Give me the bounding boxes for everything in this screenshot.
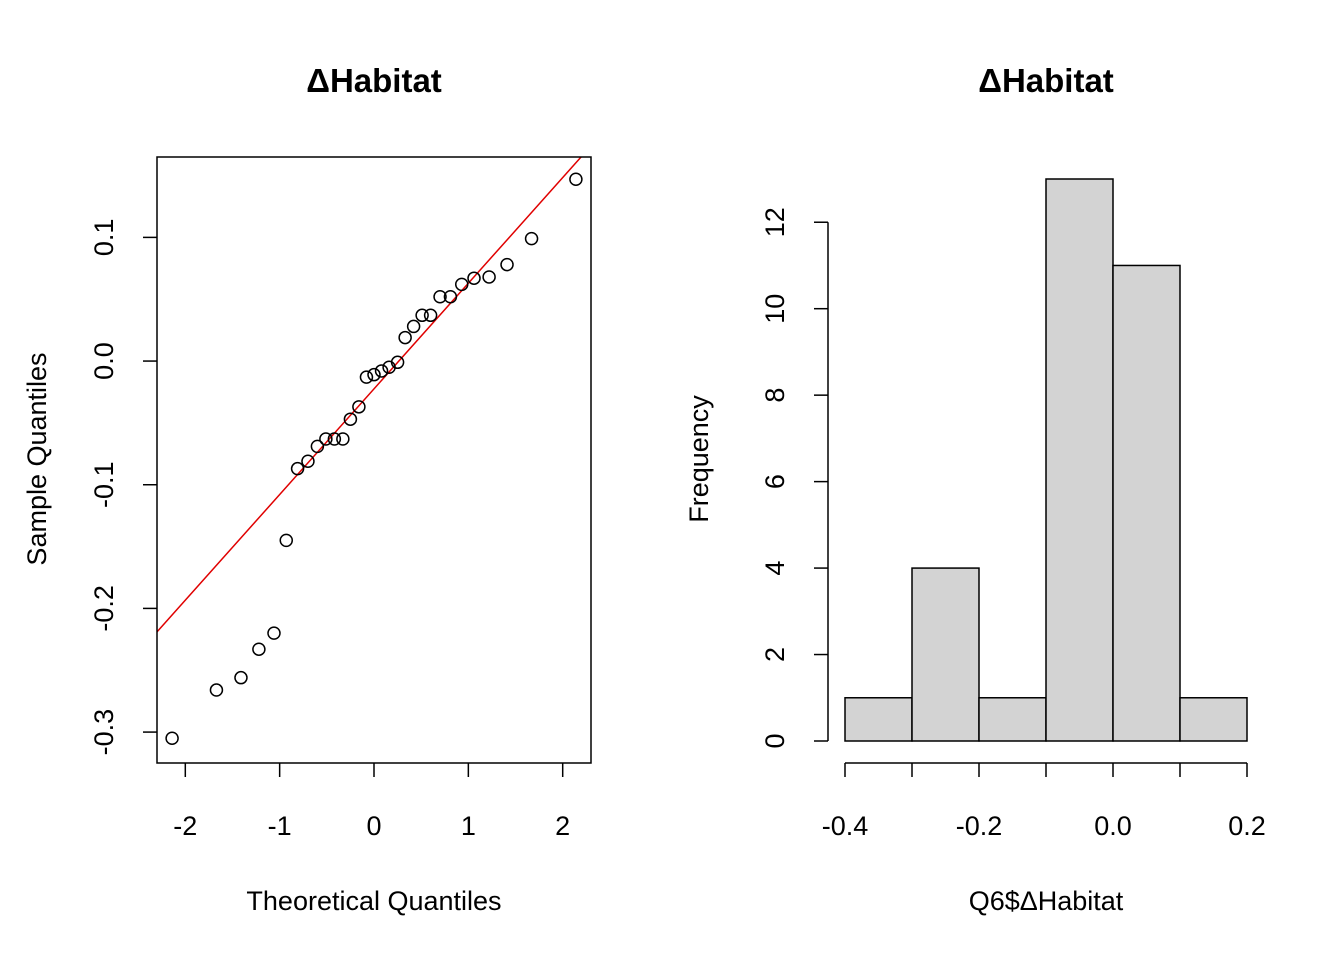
histogram-bar xyxy=(844,697,913,742)
qq-point xyxy=(433,290,447,304)
hist-x-tick-label: 0.2 xyxy=(1228,811,1266,841)
qq-point xyxy=(500,257,514,272)
histogram-bar xyxy=(911,567,980,742)
qq-point xyxy=(443,290,458,304)
qq-reference-line-group xyxy=(156,156,582,633)
qq-y-tick-label: -0.1 xyxy=(89,461,119,508)
qq-x-tick-label: -2 xyxy=(173,811,197,841)
qq-y-tick-label: -0.3 xyxy=(89,709,119,756)
qq-point xyxy=(482,270,496,284)
qq-title: ΔHabitat xyxy=(306,62,442,99)
qq-plot-panel: ΔHabitat Theoretical Quantiles Sample Qu… xyxy=(22,62,592,916)
qq-y-tick-label: -0.2 xyxy=(89,585,119,632)
qq-point xyxy=(290,461,305,476)
qq-point xyxy=(165,731,179,746)
histogram-bar xyxy=(1112,264,1181,742)
qq-x-axis-label: Theoretical Quantiles xyxy=(246,886,501,916)
hist-y-tick-label: 4 xyxy=(760,561,790,576)
hist-y-axis-label: Frequency xyxy=(684,395,714,523)
hist-y-tick-label: 10 xyxy=(760,294,790,324)
histogram-bar xyxy=(1179,697,1248,742)
qq-point xyxy=(301,454,315,468)
qq-point xyxy=(524,231,539,246)
qq-point xyxy=(415,308,429,323)
qq-y-tick-label: 0.1 xyxy=(89,219,119,257)
qq-point xyxy=(390,355,405,370)
qq-point xyxy=(319,432,333,446)
hist-y-tick-label: 2 xyxy=(760,647,790,662)
qq-point xyxy=(367,367,381,382)
qq-x-tick-label: 2 xyxy=(555,811,570,841)
histogram-bar xyxy=(978,697,1047,742)
qq-point xyxy=(454,277,469,292)
qq-point xyxy=(310,439,325,454)
qq-x-axis: -2 -1 0 1 2 xyxy=(173,763,570,841)
qq-point xyxy=(352,400,366,414)
qq-y-axis: -0.3 -0.2 -0.1 0.0 0.1 xyxy=(89,219,157,756)
hist-x-axis-label: Q6$ΔHabitat xyxy=(969,886,1124,916)
qq-point xyxy=(374,364,389,378)
qq-point xyxy=(336,432,350,446)
hist-title: ΔHabitat xyxy=(978,62,1114,99)
qq-y-tick-label: 0.0 xyxy=(89,342,119,380)
histogram-bar xyxy=(1045,178,1114,742)
hist-y-axis: 0 2 4 6 8 10 12 xyxy=(760,207,829,749)
qq-point xyxy=(279,533,294,548)
hist-x-axis: -0.4 -0.2 0.0 0.2 xyxy=(822,762,1266,841)
hist-x-tick-label: -0.4 xyxy=(822,811,869,841)
qq-point xyxy=(406,319,421,334)
qq-point xyxy=(343,412,358,426)
qq-point xyxy=(252,642,266,656)
qq-points xyxy=(165,172,583,746)
hist-bars xyxy=(844,178,1248,742)
hist-y-tick-label: 6 xyxy=(760,474,790,489)
qq-reference-line xyxy=(156,156,582,633)
qq-y-axis-label: Sample Quantiles xyxy=(22,352,52,565)
qq-point xyxy=(423,308,438,323)
qq-point xyxy=(569,172,583,187)
qq-x-tick-label: 1 xyxy=(461,811,476,841)
hist-x-tick-label: 0.0 xyxy=(1094,811,1132,841)
qq-plot-box xyxy=(156,156,592,764)
qq-point xyxy=(359,370,374,384)
qq-point xyxy=(467,271,481,285)
hist-y-tick-label: 12 xyxy=(760,207,790,237)
qq-point xyxy=(267,626,281,640)
qq-x-tick-label: -1 xyxy=(268,811,292,841)
hist-y-tick-label: 8 xyxy=(760,388,790,403)
hist-x-tick-label: -0.2 xyxy=(956,811,1003,841)
qq-point xyxy=(234,670,248,685)
histogram-panel: ΔHabitat Q6$ΔHabitat Frequency -0.4 -0.2 0… xyxy=(684,62,1266,916)
qq-point xyxy=(398,330,412,345)
qq-x-tick-label: 0 xyxy=(366,811,381,841)
qq-point xyxy=(209,683,224,697)
hist-y-tick-label: 0 xyxy=(760,733,790,748)
qq-point xyxy=(327,432,342,446)
